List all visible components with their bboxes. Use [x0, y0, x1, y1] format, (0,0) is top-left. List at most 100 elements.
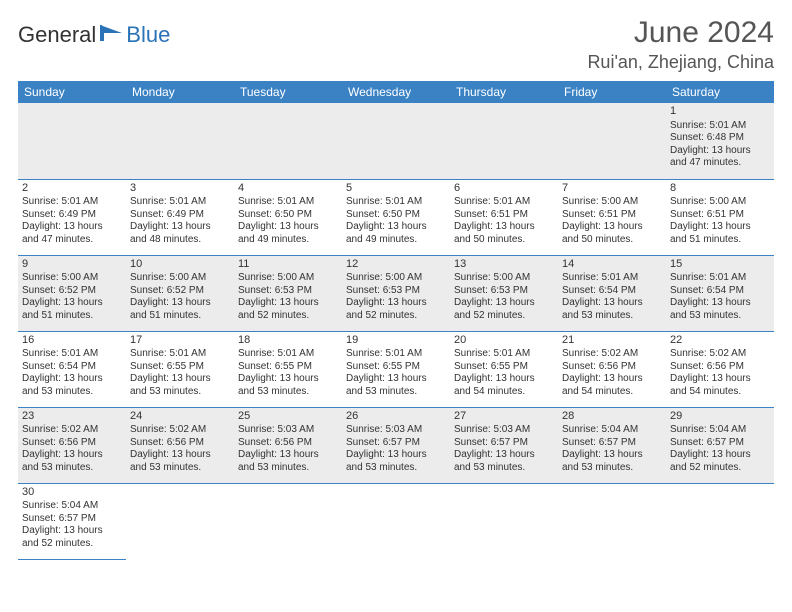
day-sunset: Sunset: 6:57 PM: [22, 513, 122, 526]
day-header-wed: Wednesday: [342, 81, 450, 103]
calendar-week-row: 9Sunrise: 5:00 AMSunset: 6:52 PMDaylight…: [18, 255, 774, 331]
calendar-cell: 17Sunrise: 5:01 AMSunset: 6:55 PMDayligh…: [126, 331, 234, 407]
day-sunset: Sunset: 6:49 PM: [22, 209, 122, 222]
day-number: 28: [562, 410, 662, 424]
brand-logo: General Blue: [18, 22, 170, 48]
day-daylight2: and 54 minutes.: [562, 386, 662, 399]
day-daylight2: and 53 minutes.: [238, 462, 338, 475]
title-block: June 2024 Rui'an, Zhejiang, China: [587, 16, 774, 73]
calendar-cell: 15Sunrise: 5:01 AMSunset: 6:54 PMDayligh…: [666, 255, 774, 331]
day-sunrise: Sunrise: 5:00 AM: [670, 196, 770, 209]
day-number: 7: [562, 182, 662, 196]
calendar-header-row: Sunday Monday Tuesday Wednesday Thursday…: [18, 81, 774, 103]
day-daylight2: and 48 minutes.: [130, 234, 230, 247]
day-sunrise: Sunrise: 5:04 AM: [670, 424, 770, 437]
day-daylight1: Daylight: 13 hours: [670, 373, 770, 386]
day-number: 1: [670, 105, 770, 119]
calendar-cell: 7Sunrise: 5:00 AMSunset: 6:51 PMDaylight…: [558, 179, 666, 255]
day-daylight1: Daylight: 13 hours: [130, 449, 230, 462]
day-daylight2: and 47 minutes.: [22, 234, 122, 247]
day-number: 20: [454, 334, 554, 348]
day-sunset: Sunset: 6:52 PM: [22, 285, 122, 298]
day-number: 11: [238, 258, 338, 272]
calendar-cell: 3Sunrise: 5:01 AMSunset: 6:49 PMDaylight…: [126, 179, 234, 255]
day-number: 10: [130, 258, 230, 272]
day-daylight2: and 51 minutes.: [130, 310, 230, 323]
day-daylight1: Daylight: 13 hours: [130, 297, 230, 310]
day-number: 29: [670, 410, 770, 424]
calendar-cell: 1Sunrise: 5:01 AMSunset: 6:48 PMDaylight…: [666, 103, 774, 179]
day-number: 9: [22, 258, 122, 272]
day-number: 25: [238, 410, 338, 424]
day-sunset: Sunset: 6:52 PM: [130, 285, 230, 298]
day-sunset: Sunset: 6:57 PM: [562, 437, 662, 450]
day-daylight2: and 53 minutes.: [346, 462, 446, 475]
day-daylight2: and 53 minutes.: [238, 386, 338, 399]
day-daylight2: and 52 minutes.: [22, 538, 122, 551]
day-header-sun: Sunday: [18, 81, 126, 103]
calendar-cell: [450, 483, 558, 559]
day-sunrise: Sunrise: 5:01 AM: [454, 348, 554, 361]
day-daylight1: Daylight: 13 hours: [670, 297, 770, 310]
calendar-cell: 28Sunrise: 5:04 AMSunset: 6:57 PMDayligh…: [558, 407, 666, 483]
day-sunset: Sunset: 6:55 PM: [238, 361, 338, 374]
calendar-cell: 12Sunrise: 5:00 AMSunset: 6:53 PMDayligh…: [342, 255, 450, 331]
calendar-week-row: 30Sunrise: 5:04 AMSunset: 6:57 PMDayligh…: [18, 483, 774, 559]
day-number: 8: [670, 182, 770, 196]
day-daylight2: and 50 minutes.: [454, 234, 554, 247]
day-sunset: Sunset: 6:54 PM: [22, 361, 122, 374]
calendar-cell: 23Sunrise: 5:02 AMSunset: 6:56 PMDayligh…: [18, 407, 126, 483]
calendar-cell: [234, 483, 342, 559]
day-sunrise: Sunrise: 5:01 AM: [346, 348, 446, 361]
day-daylight2: and 49 minutes.: [238, 234, 338, 247]
day-daylight1: Daylight: 13 hours: [454, 373, 554, 386]
day-sunrise: Sunrise: 5:01 AM: [130, 196, 230, 209]
day-sunset: Sunset: 6:57 PM: [346, 437, 446, 450]
calendar-cell: 24Sunrise: 5:02 AMSunset: 6:56 PMDayligh…: [126, 407, 234, 483]
day-sunset: Sunset: 6:56 PM: [130, 437, 230, 450]
page-header: General Blue June 2024 Rui'an, Zhejiang,…: [18, 16, 774, 73]
calendar-week-row: 23Sunrise: 5:02 AMSunset: 6:56 PMDayligh…: [18, 407, 774, 483]
day-number: 4: [238, 182, 338, 196]
day-sunrise: Sunrise: 5:00 AM: [238, 272, 338, 285]
day-sunrise: Sunrise: 5:03 AM: [238, 424, 338, 437]
day-daylight2: and 47 minutes.: [670, 157, 770, 170]
calendar-cell: 6Sunrise: 5:01 AMSunset: 6:51 PMDaylight…: [450, 179, 558, 255]
day-daylight2: and 53 minutes.: [670, 310, 770, 323]
day-sunset: Sunset: 6:56 PM: [562, 361, 662, 374]
day-daylight1: Daylight: 13 hours: [22, 525, 122, 538]
calendar-cell: 4Sunrise: 5:01 AMSunset: 6:50 PMDaylight…: [234, 179, 342, 255]
day-sunrise: Sunrise: 5:04 AM: [22, 500, 122, 513]
day-daylight2: and 49 minutes.: [346, 234, 446, 247]
brand-text-general: General: [18, 22, 96, 48]
day-number: 2: [22, 182, 122, 196]
calendar-cell: 22Sunrise: 5:02 AMSunset: 6:56 PMDayligh…: [666, 331, 774, 407]
brand-text-blue: Blue: [126, 22, 170, 48]
day-daylight1: Daylight: 13 hours: [346, 449, 446, 462]
calendar-cell: 16Sunrise: 5:01 AMSunset: 6:54 PMDayligh…: [18, 331, 126, 407]
page-title: June 2024: [587, 16, 774, 50]
calendar-cell: [342, 483, 450, 559]
day-daylight1: Daylight: 13 hours: [670, 221, 770, 234]
day-daylight2: and 53 minutes.: [130, 386, 230, 399]
day-daylight2: and 51 minutes.: [22, 310, 122, 323]
day-header-tue: Tuesday: [234, 81, 342, 103]
day-daylight2: and 51 minutes.: [670, 234, 770, 247]
calendar-cell: 2Sunrise: 5:01 AMSunset: 6:49 PMDaylight…: [18, 179, 126, 255]
day-daylight2: and 53 minutes.: [562, 462, 662, 475]
day-sunset: Sunset: 6:51 PM: [454, 209, 554, 222]
day-daylight1: Daylight: 13 hours: [238, 373, 338, 386]
day-sunset: Sunset: 6:57 PM: [454, 437, 554, 450]
calendar-cell: 10Sunrise: 5:00 AMSunset: 6:52 PMDayligh…: [126, 255, 234, 331]
day-daylight2: and 53 minutes.: [562, 310, 662, 323]
day-sunset: Sunset: 6:55 PM: [454, 361, 554, 374]
calendar-cell: [126, 103, 234, 179]
day-sunrise: Sunrise: 5:01 AM: [22, 348, 122, 361]
day-sunrise: Sunrise: 5:01 AM: [238, 196, 338, 209]
day-sunrise: Sunrise: 5:01 AM: [22, 196, 122, 209]
day-sunset: Sunset: 6:53 PM: [346, 285, 446, 298]
day-sunrise: Sunrise: 5:01 AM: [238, 348, 338, 361]
day-sunrise: Sunrise: 5:00 AM: [22, 272, 122, 285]
day-daylight2: and 53 minutes.: [22, 386, 122, 399]
day-sunset: Sunset: 6:54 PM: [562, 285, 662, 298]
